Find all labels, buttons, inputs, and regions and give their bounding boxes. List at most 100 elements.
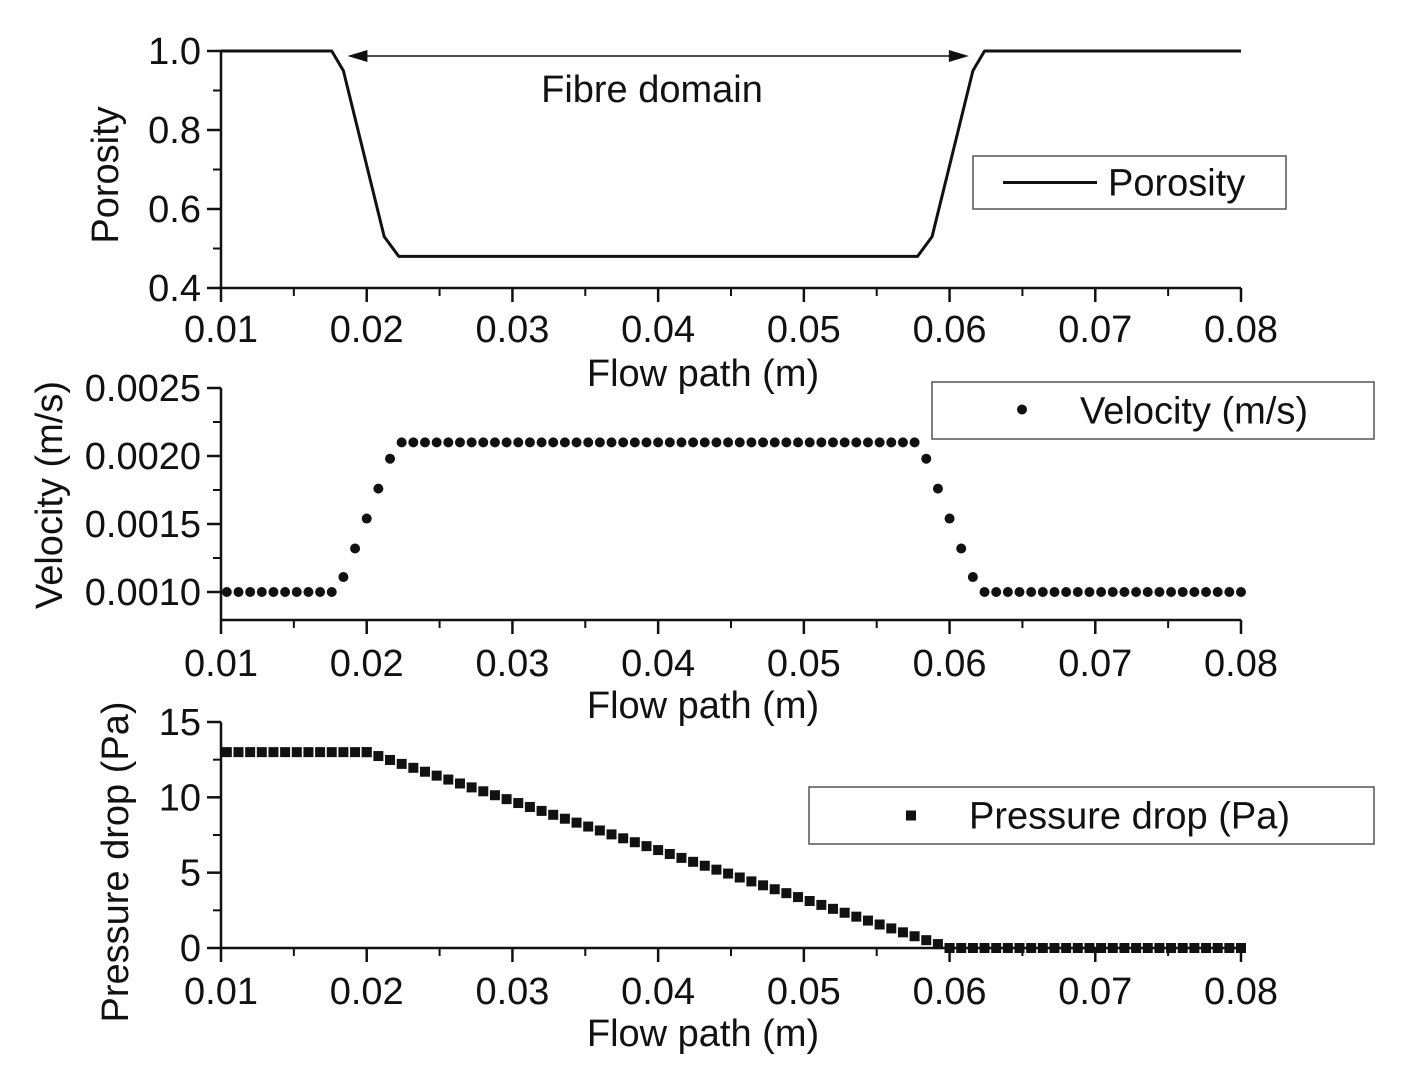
pressure-point — [1154, 943, 1165, 953]
velocity-point — [1154, 587, 1165, 597]
pressure-point — [466, 782, 477, 793]
velocity-point — [1142, 587, 1153, 597]
velocity-point — [653, 437, 664, 448]
x-tick-label: 0.04 — [621, 643, 695, 685]
pressure-point — [886, 923, 897, 934]
velocity-point — [431, 437, 442, 448]
pressure-point — [361, 747, 372, 758]
pressure-point — [1037, 943, 1048, 953]
x-tick-label: 0.06 — [913, 309, 987, 351]
velocity-point — [385, 453, 396, 464]
velocity-point — [221, 587, 232, 597]
pressure-point — [536, 805, 547, 816]
legend-box — [931, 381, 1375, 440]
pressure-point — [443, 774, 454, 785]
pressure-point — [1072, 943, 1083, 953]
velocity-point — [291, 587, 302, 597]
velocity-point — [641, 437, 652, 448]
pressure-point — [431, 770, 442, 781]
y-tick-label: 15 — [159, 702, 201, 744]
pressure-point — [1002, 943, 1013, 953]
velocity-point — [268, 587, 279, 597]
pressure-point — [1177, 943, 1188, 953]
x-tick-label: 0.06 — [913, 971, 987, 1013]
pressure-point — [1014, 943, 1025, 953]
velocity-point — [734, 437, 745, 448]
y-tick-label: 0.8 — [148, 110, 201, 152]
x-tick-label: 0.02 — [330, 309, 404, 351]
porosity-line — [221, 49, 1241, 258]
x-axis-label: Flow path (m) — [587, 353, 819, 395]
velocity-point — [408, 437, 419, 448]
pressure-point — [303, 747, 314, 758]
velocity-point — [326, 587, 337, 597]
velocity-point — [1189, 587, 1200, 597]
fibre-domain-annotation: Fibre domain — [541, 69, 763, 111]
velocity-point — [1026, 587, 1037, 597]
pressure-point — [221, 747, 232, 758]
x-tick-label: 0.01 — [184, 643, 258, 685]
velocity-point — [723, 437, 734, 448]
velocity-point — [979, 587, 990, 597]
pressure-point — [804, 895, 815, 906]
x-tick-label: 0.03 — [475, 309, 549, 351]
pressure-point — [571, 817, 582, 828]
velocity-point — [559, 437, 570, 448]
x-tick-label: 0.07 — [1058, 643, 1132, 685]
velocity-point — [804, 437, 815, 448]
velocity-point — [944, 513, 955, 524]
velocity-point — [373, 483, 384, 494]
velocity-point — [793, 437, 804, 448]
legend-circle-symbol — [1017, 404, 1027, 415]
pressure-point — [664, 848, 675, 859]
pressure-point — [758, 880, 769, 891]
pressure-point — [851, 911, 862, 922]
legend-square-symbol — [906, 810, 916, 821]
velocity-point — [256, 587, 267, 597]
velocity-point — [1084, 587, 1095, 597]
velocity-point — [280, 587, 291, 597]
velocity-point — [839, 437, 850, 448]
pressure-point — [618, 833, 629, 844]
velocity-point — [629, 437, 640, 448]
x-tick-label: 0.02 — [330, 971, 404, 1013]
pressure-point — [315, 747, 326, 758]
velocity-point — [967, 572, 978, 583]
pressure-point — [1107, 943, 1118, 953]
pressure-point — [1236, 943, 1246, 953]
velocity-point — [897, 437, 908, 448]
velocity-point — [1201, 587, 1212, 597]
x-axis-label: Flow path (m) — [587, 685, 819, 727]
x-tick-label: 0.04 — [621, 309, 695, 351]
pressure-point — [828, 903, 838, 914]
velocity-point — [1212, 587, 1223, 597]
pressure-point — [408, 762, 419, 773]
velocity-point — [1131, 587, 1142, 597]
y-tick-label: 0 — [180, 928, 201, 970]
pressure-point — [653, 845, 664, 856]
pressure-point — [641, 841, 652, 852]
pressure-point — [839, 907, 850, 918]
velocity-point — [361, 513, 372, 524]
pressure-point — [291, 747, 302, 758]
legend-label: Velocity (m/s) — [1080, 391, 1308, 433]
porosity-panel: 0.01 0.02 0.03 0.04 0.05 0.06 0.07 0.08 0.4 0.6 0.… — [85, 31, 1287, 395]
velocity-point — [501, 437, 512, 448]
velocity-point — [618, 437, 629, 448]
pressure-point — [326, 747, 337, 758]
pressure-point — [245, 747, 256, 758]
pressure-point — [921, 935, 932, 946]
velocity-panel: 0.01 0.02 0.03 0.04 0.05 0.06 0.07 0.08 0.0010 0.… — [29, 368, 1375, 727]
pressure-point — [746, 876, 757, 887]
arrow-head-left-icon — [347, 50, 368, 62]
velocity-point — [956, 543, 967, 554]
velocity-point — [862, 437, 873, 448]
velocity-point — [513, 437, 524, 448]
pressure-point — [629, 837, 640, 848]
velocity-point — [1061, 587, 1072, 597]
velocity-point — [315, 587, 326, 597]
pressure-point — [559, 813, 570, 824]
pressure-point — [1131, 943, 1142, 953]
x-tick-label: 0.03 — [475, 971, 549, 1013]
pressure-point — [373, 751, 384, 762]
